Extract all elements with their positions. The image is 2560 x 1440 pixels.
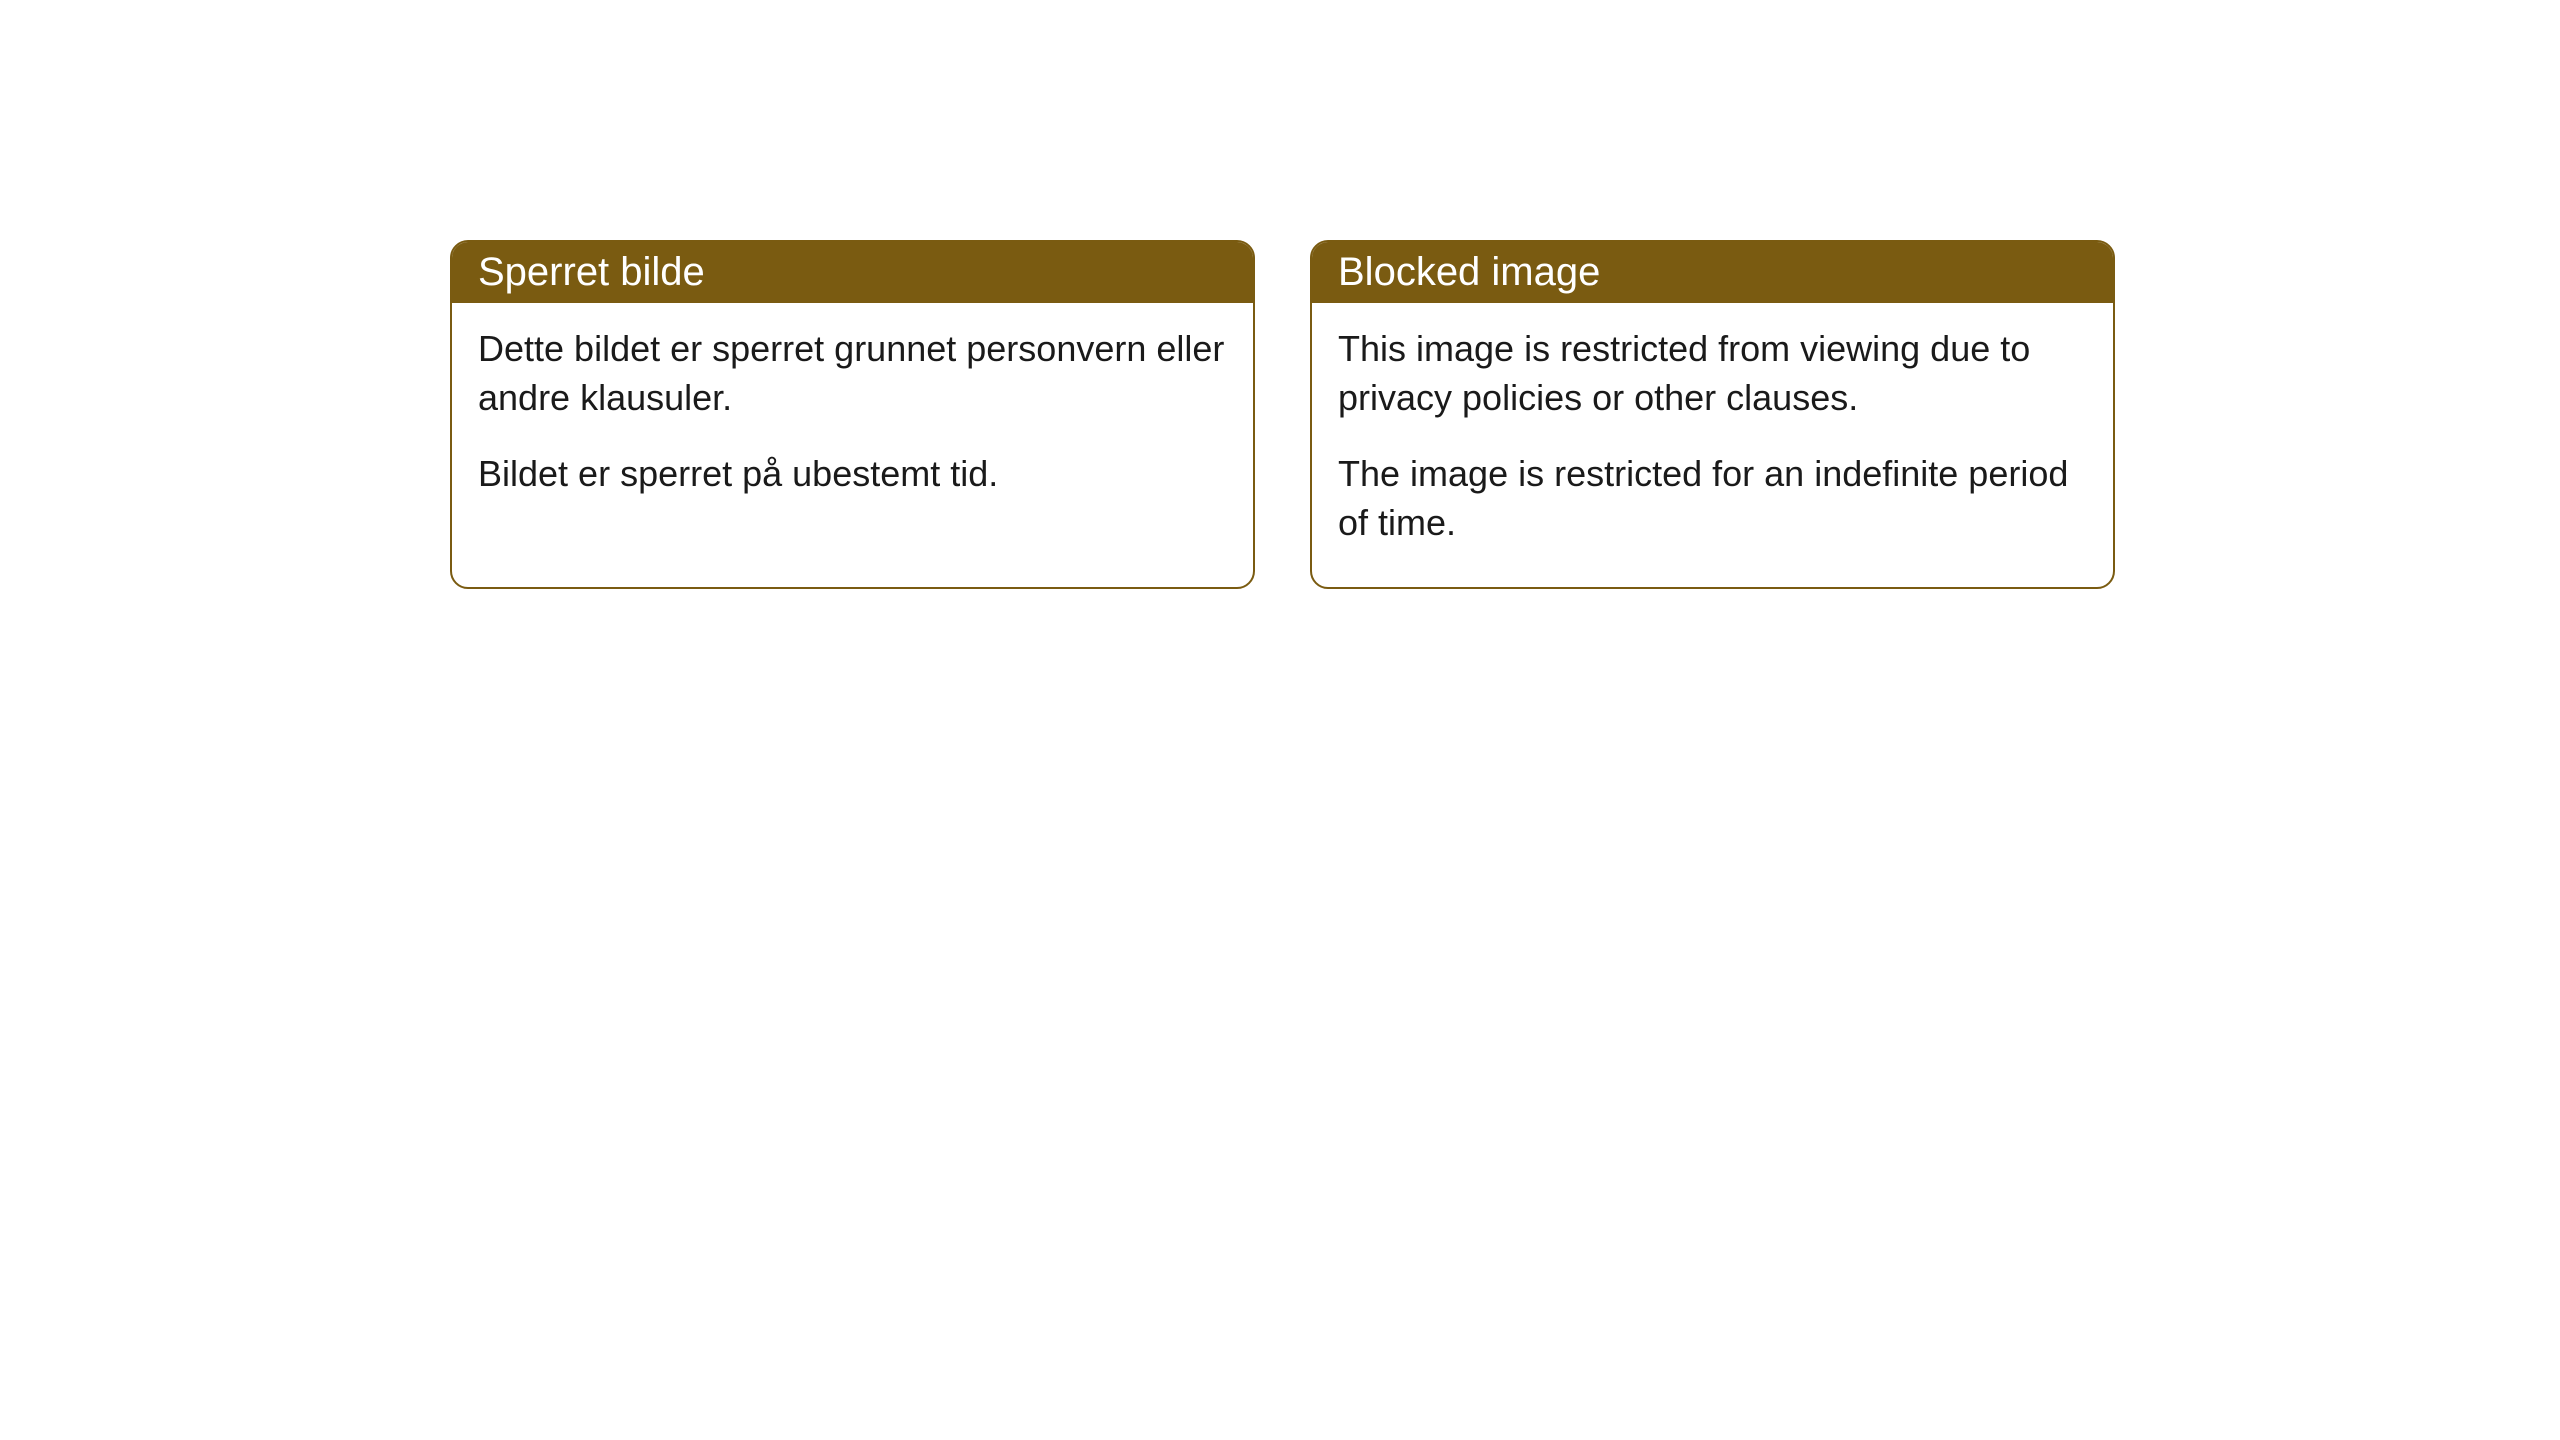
blocked-image-card-norwegian: Sperret bilde Dette bildet er sperret gr… (450, 240, 1255, 589)
card-paragraph: This image is restricted from viewing du… (1338, 325, 2087, 422)
blocked-image-card-english: Blocked image This image is restricted f… (1310, 240, 2115, 589)
card-title: Blocked image (1338, 250, 1600, 294)
card-paragraph: Dette bildet er sperret grunnet personve… (478, 325, 1227, 422)
card-paragraph: The image is restricted for an indefinit… (1338, 450, 2087, 547)
card-title: Sperret bilde (478, 250, 705, 294)
card-body-norwegian: Dette bildet er sperret grunnet personve… (452, 303, 1253, 539)
notice-cards-container: Sperret bilde Dette bildet er sperret gr… (450, 240, 2115, 589)
card-header-english: Blocked image (1312, 242, 2113, 303)
card-paragraph: Bildet er sperret på ubestemt tid. (478, 450, 1227, 499)
card-body-english: This image is restricted from viewing du… (1312, 303, 2113, 587)
card-header-norwegian: Sperret bilde (452, 242, 1253, 303)
